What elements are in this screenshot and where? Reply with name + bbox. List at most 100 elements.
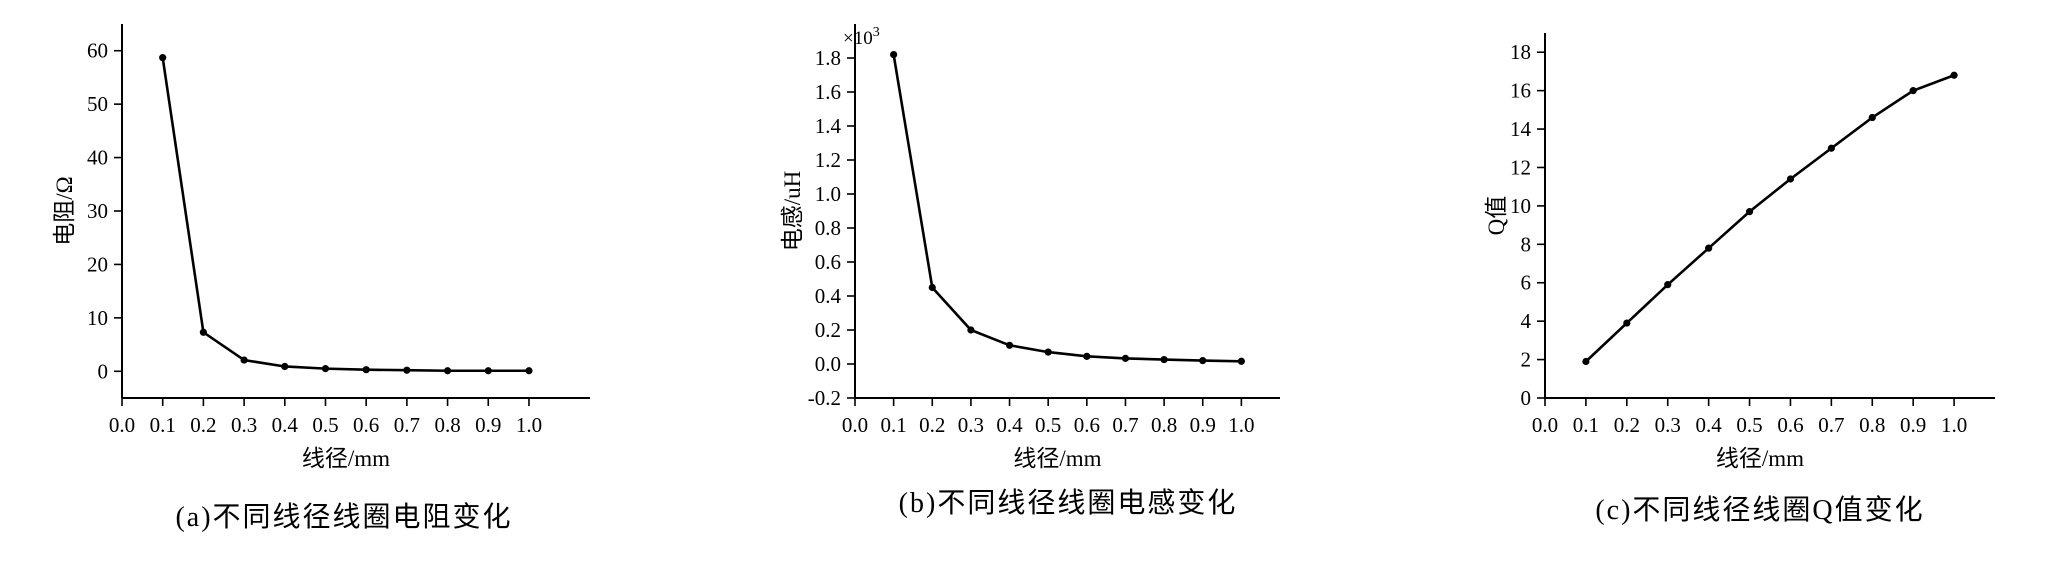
x-tick-label: 0.7: [394, 413, 420, 437]
x-tick-label: 0.3: [1655, 413, 1681, 437]
y-tick-label: 0.6: [815, 250, 841, 274]
x-tick-label: 0.1: [150, 413, 176, 437]
x-tick-label: 0.9: [475, 413, 501, 437]
y-tick-label: 1.4: [815, 114, 842, 138]
x-tick-label: 0.4: [272, 413, 299, 437]
chart-caption: (c)不同线径线圈Q值变化: [1595, 494, 1924, 526]
data-point: [525, 367, 533, 375]
y-tick-label: 20: [87, 252, 108, 276]
x-tick-label: 0.3: [958, 413, 984, 437]
y-scale-exponent: 3: [873, 25, 880, 40]
chart-0: 0.0 0.1 0.2 0.3 0.4 0.5 0.6 0.7 0.8 0.9 1.0 0 10 20 30…: [52, 24, 590, 533]
chart-caption: (b)不同线径线圈电感变化: [899, 487, 1238, 519]
data-point: [403, 366, 411, 374]
data-point: [1121, 354, 1130, 362]
x-tick-label: 0.0: [842, 413, 868, 437]
y-tick-label: 60: [87, 39, 108, 63]
x-tick-label: 1.0: [1228, 413, 1254, 437]
x-tick-label: 0.6: [353, 413, 379, 437]
x-tick-label: 0.8: [1859, 413, 1885, 437]
x-tick-label: 1.0: [516, 413, 542, 437]
y-tick-label: 2: [1521, 348, 1532, 372]
data-point: [928, 283, 936, 292]
x-axis-title: 线径/mm: [302, 446, 390, 471]
x-tick-label: 1.0: [1941, 413, 1967, 437]
y-tick-label: 0.2: [815, 318, 841, 342]
y-tick-label: 10: [87, 306, 108, 330]
data-point: [1005, 341, 1014, 349]
y-tick-label: 50: [87, 92, 108, 116]
y-tick-label: 14: [1510, 117, 1532, 141]
data-point: [967, 326, 975, 334]
data-point: [1909, 87, 1917, 95]
y-tick-label: 16: [1510, 79, 1531, 103]
chart-caption: (a)不同线径线圈电阻变化: [175, 501, 512, 533]
x-tick-label: 0.1: [1573, 413, 1599, 437]
data-point: [281, 362, 289, 371]
x-tick-label: 0.6: [1074, 413, 1100, 437]
x-axis-title: 线径/mm: [1013, 446, 1101, 471]
chart-2: 0.0 0.1 0.2 0.3 0.4 0.5 0.6 0.7 0.8 0.9 1.0 0 2 4 6 8 10…: [1484, 33, 1995, 526]
data-point: [443, 367, 452, 375]
x-tick-label: 0.2: [1614, 413, 1640, 437]
series-line: [1585, 74, 1955, 363]
data-point: [199, 328, 207, 336]
x-tick-label: 0.7: [1818, 413, 1844, 437]
x-tick-label: 0.0: [1532, 413, 1558, 437]
x-tick-label: 0.0: [109, 413, 135, 437]
data-point: [1083, 352, 1091, 360]
data-point: [1868, 113, 1876, 122]
y-tick-label: 0.4: [815, 284, 842, 308]
data-point: [1827, 144, 1835, 152]
y-tick-label: 10: [1510, 194, 1531, 218]
data-point: [1237, 357, 1245, 365]
data-point: [1705, 244, 1713, 252]
x-tick-label: 0.4: [996, 413, 1023, 437]
x-axis-title: 线径/mm: [1716, 446, 1804, 471]
x-tick-label: 0.5: [1736, 413, 1762, 437]
y-tick-label: 0: [1521, 386, 1532, 410]
x-tick-label: 0.2: [190, 413, 216, 437]
data-point: [321, 365, 330, 373]
chart-1: 0.0 0.1 0.2 0.3 0.4 0.5 0.6 0.7 0.8 0.9 1.0-0.20.0…: [780, 24, 1280, 519]
data-point: [1664, 281, 1672, 289]
x-tick-label: 0.5: [1035, 413, 1061, 437]
y-axis-title: Q值: [1484, 196, 1509, 236]
y-tick-label: 4: [1521, 309, 1532, 333]
x-tick-label: 0.8: [434, 413, 460, 437]
x-tick-label: 0.1: [881, 413, 907, 437]
x-tick-label: 0.3: [231, 413, 257, 437]
x-tick-label: 0.7: [1112, 413, 1138, 437]
y-tick-label: -0.2: [808, 386, 841, 410]
x-tick-label: 0.6: [1777, 413, 1803, 437]
series-line: [892, 54, 1242, 363]
data-point: [159, 54, 167, 62]
y-tick-label: 1.2: [815, 148, 841, 172]
x-tick-label: 0.2: [919, 413, 945, 437]
data-point: [1950, 71, 1958, 79]
data-point: [1160, 355, 1168, 364]
y-tick-label: 1.0: [815, 182, 841, 206]
y-tick-label: 6: [1521, 271, 1532, 295]
x-tick-label: 0.9: [1900, 413, 1926, 437]
data-point: [1199, 357, 1207, 365]
y-tick-label: 18: [1510, 40, 1531, 64]
y-tick-label: 1.6: [815, 80, 841, 104]
y-tick-label: 12: [1510, 155, 1531, 179]
data-point: [1582, 357, 1590, 366]
y-tick-label: 30: [87, 199, 108, 223]
data-point: [890, 51, 898, 59]
series-line: [161, 57, 529, 373]
y-axis-title: 电阻/Ω: [52, 176, 77, 245]
data-point: [1745, 208, 1754, 216]
data-point: [1786, 175, 1795, 183]
y-tick-label: 1.8: [815, 46, 841, 70]
y-tick-label: 0.8: [815, 216, 841, 240]
x-tick-label: 0.5: [312, 413, 338, 437]
y-scale-label: ×103: [843, 25, 880, 49]
y-tick-label: 8: [1521, 232, 1532, 256]
data-point: [1623, 319, 1631, 327]
data-point: [484, 367, 492, 375]
y-tick-label: 0.0: [815, 352, 841, 376]
